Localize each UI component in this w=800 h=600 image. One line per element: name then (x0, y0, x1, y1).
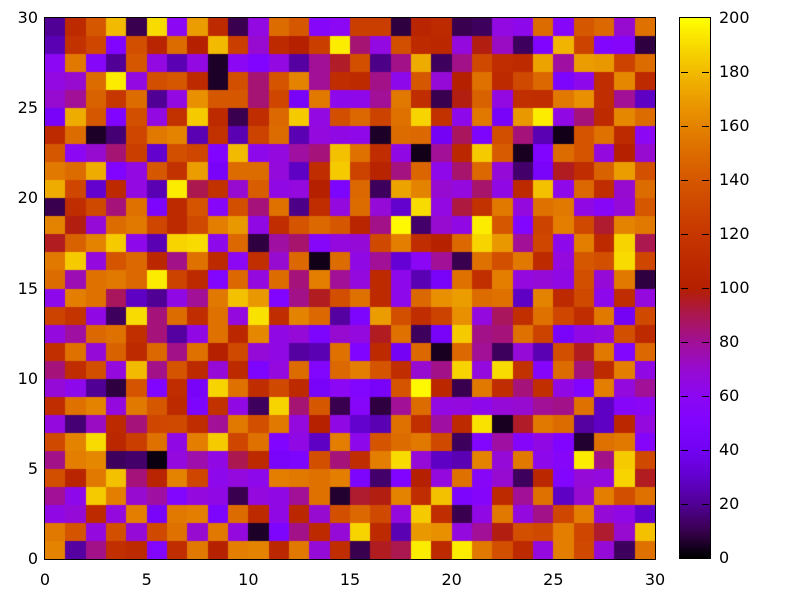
colorbar-tick-mark (702, 234, 709, 235)
heatmap-plot (45, 18, 655, 559)
colorbar-tick-label: 140 (719, 170, 750, 189)
y-tick-label: 10 (17, 368, 38, 388)
x-tick-label: 0 (39, 570, 51, 589)
colorbar-tick-label: 160 (719, 116, 750, 135)
colorbar-tick-label: 100 (719, 278, 750, 297)
colorbar-tick-mark (702, 126, 709, 127)
y-tick-label: 30 (17, 8, 38, 27)
colorbar-tick-mark (681, 126, 688, 127)
colorbar-tick-label: 120 (719, 224, 750, 243)
colorbar-tick-mark (702, 342, 709, 343)
x-tick-label: 5 (141, 570, 152, 589)
colorbar-tick-mark (681, 450, 688, 451)
x-tick-label: 20 (441, 570, 462, 589)
y-tick-label: 0 (27, 549, 38, 568)
y-tick-label: 20 (17, 188, 38, 208)
colorbar-tick-label: 80 (719, 332, 740, 351)
x-tick-label: 25 (543, 570, 564, 589)
colorbar-tick-mark (681, 342, 688, 343)
colorbar-tick-mark (681, 288, 688, 289)
colorbar-tick-mark (702, 450, 709, 451)
y-tick-label: 25 (17, 98, 38, 118)
colorbar-tick-label: 40 (719, 440, 740, 459)
colorbar-tick-label: 0 (719, 548, 730, 567)
colorbar-tick-mark (702, 72, 709, 73)
x-tick-label: 10 (238, 570, 259, 589)
colorbar-tick-mark (681, 234, 688, 235)
colorbar-tick-mark (702, 504, 709, 505)
colorbar-tick-label: 200 (719, 8, 750, 27)
colorbar-tick-mark (681, 72, 688, 73)
colorbar-tick-mark (681, 396, 688, 397)
colorbar-tick-mark (681, 504, 688, 505)
colorbar-tick-mark (681, 180, 688, 181)
colorbar-tick-mark (702, 288, 709, 289)
colorbar-tick-mark (702, 180, 709, 181)
colorbar-tick-label: 180 (719, 62, 750, 81)
x-tick-label: 15 (339, 570, 361, 589)
x-tick-label: 30 (644, 570, 666, 589)
colorbar-tick-label: 60 (719, 386, 740, 405)
colorbar-tick-label: 20 (719, 494, 740, 513)
y-tick-label: 15 (17, 278, 38, 298)
colorbar-tick-mark (702, 396, 709, 397)
y-tick-label: 5 (27, 458, 38, 478)
